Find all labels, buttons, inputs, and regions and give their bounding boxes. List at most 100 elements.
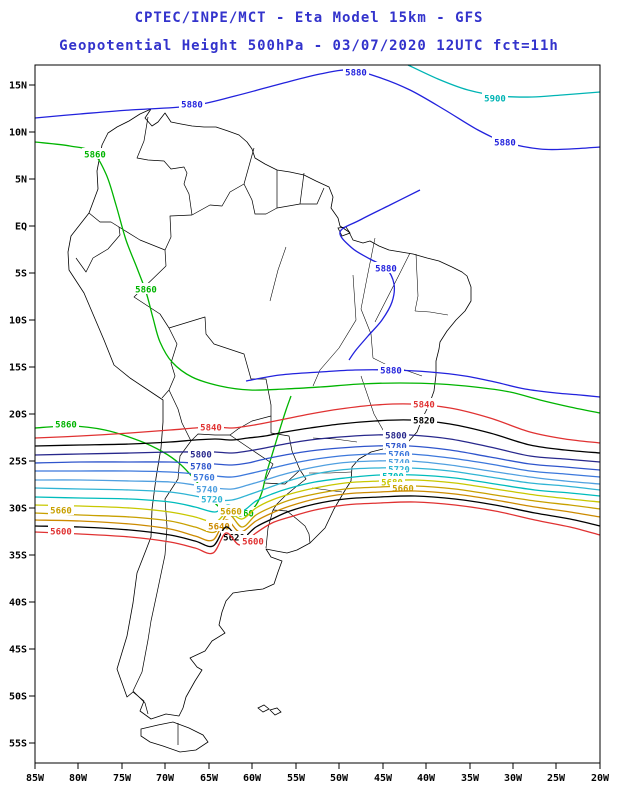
base-geography <box>67 108 472 753</box>
contour-label-box <box>386 463 412 474</box>
contour-5660: 5660 5660 5660 <box>34 482 601 534</box>
contour-5860: 5860 5860 <box>34 141 601 414</box>
contour-label-box <box>411 414 437 425</box>
contour-label-box <box>379 476 405 487</box>
map-title: CPTEC/INPE/MCT - Eta Model 15km - GFS <box>135 10 484 26</box>
country-border <box>168 389 192 442</box>
lon-label-30W: 30W <box>504 773 523 784</box>
contour-5760: 5760 5760 <box>35 448 601 484</box>
state-border <box>269 246 287 302</box>
contour-label-5720: 5720 <box>201 496 223 506</box>
contour-5600: 5600 5600 <box>34 501 601 555</box>
contour-label-box <box>199 493 225 504</box>
lon-label-80W: 80W <box>69 773 88 784</box>
contour-label-5780: 5780 <box>190 463 212 473</box>
country-border <box>272 509 311 544</box>
contour-label-5860: 5860 <box>84 151 106 161</box>
contour-label-5660: 5660 <box>50 507 72 517</box>
lat-label-40S: 40S <box>9 598 27 609</box>
contour-label-box <box>386 448 412 459</box>
contour-path-5880 <box>245 369 601 398</box>
contour-label-5880: 5880 <box>494 139 516 149</box>
state-border <box>374 252 411 323</box>
island-outline <box>257 704 270 713</box>
contour-label-5880: 5880 <box>375 265 397 275</box>
map-content: 5900588058805880588058805860586058605860… <box>9 64 610 785</box>
map-subtitle: Geopotential Height 500hPa - 03/07/2020 … <box>59 38 559 54</box>
contour-label-5600: 5600 <box>242 538 264 548</box>
contour-path-5760 <box>35 452 601 478</box>
lat-label-55S: 55S <box>9 739 27 750</box>
contour-5840: 5840 5840 <box>34 398 601 444</box>
contour-path-5720 <box>34 467 601 502</box>
contour-path-5600 <box>34 501 601 555</box>
contour-5820: 5820 <box>34 414 601 454</box>
country-border <box>136 116 193 216</box>
contour-5880: 5880 <box>245 364 601 398</box>
contour-label-box <box>191 471 217 482</box>
country-border <box>168 316 272 416</box>
map-frame <box>34 64 601 764</box>
contour-label-box <box>380 470 406 481</box>
contour-path-5780 <box>34 444 601 471</box>
lat-label-50S: 50S <box>9 692 27 703</box>
contour-label-5640: 5640 <box>208 523 230 533</box>
contour-label-5840: 5840 <box>413 401 435 411</box>
country-border <box>118 226 167 267</box>
axes: 15N 10N 5N EQ 5S 10S 15S 20S 25S 30S 35S 40S 45S 50S 5… <box>9 81 610 785</box>
contour-label-box <box>383 440 409 451</box>
contour-label-5760: 5760 <box>388 451 410 461</box>
contour-label-5900: 5900 <box>484 95 506 105</box>
country-border <box>270 416 301 471</box>
contour-label-5860: 5860 <box>55 421 77 431</box>
contour-5880: 5880 <box>339 189 421 361</box>
lon-label-25W: 25W <box>547 773 566 784</box>
contour-label-5620: 5620 <box>223 534 245 544</box>
contour-label-box <box>411 398 437 409</box>
contour-path-5620 <box>34 495 601 548</box>
lat-label-30S: 30S <box>9 504 27 515</box>
contour-label-box <box>198 421 224 432</box>
lat-label-EQ: EQ <box>15 222 27 233</box>
contour-label-box <box>188 460 214 471</box>
contour-label-box <box>221 531 247 542</box>
state-border <box>309 471 352 474</box>
lat-label-35S: 35S <box>9 551 27 562</box>
lat-label-5S: 5S <box>15 269 27 280</box>
contour-label-5840: 5840 <box>200 424 222 434</box>
contour-label-box <box>492 136 518 147</box>
contour-path-5700 <box>34 473 601 513</box>
state-border <box>414 253 419 312</box>
lat-label-45S: 45S <box>9 645 27 656</box>
contour-label-box <box>482 92 508 103</box>
contour-5800: 5800 5800 <box>34 429 601 463</box>
country-border <box>265 509 274 549</box>
contour-label-box <box>378 364 404 375</box>
state-border <box>338 274 357 349</box>
contour-5700: 5700 <box>34 470 601 513</box>
contour-5900: 5900 <box>407 64 601 105</box>
state-border <box>360 308 374 359</box>
state-border <box>414 310 449 316</box>
country-border <box>133 265 170 329</box>
state-border <box>360 375 375 415</box>
contour-label-box <box>188 448 214 459</box>
contour-label-5800: 5800 <box>385 432 407 442</box>
contour-label-box <box>383 429 409 440</box>
lat-label-15N: 15N <box>9 81 27 92</box>
contour-label-box <box>194 483 220 494</box>
lon-label-60W: 60W <box>243 773 262 784</box>
contour-path-5680 <box>34 479 601 523</box>
country-border <box>88 212 120 228</box>
country-border <box>190 433 230 442</box>
contour-path-5660 <box>34 485 601 534</box>
contour-label-5660: 5660 <box>220 508 242 518</box>
contour-label-5820: 5820 <box>413 417 435 427</box>
lat-label-10N: 10N <box>9 128 27 139</box>
contour-label-5760: 5760 <box>193 474 215 484</box>
contour-label-box <box>240 535 266 546</box>
lon-label-35W: 35W <box>461 773 480 784</box>
country-border <box>164 214 193 251</box>
